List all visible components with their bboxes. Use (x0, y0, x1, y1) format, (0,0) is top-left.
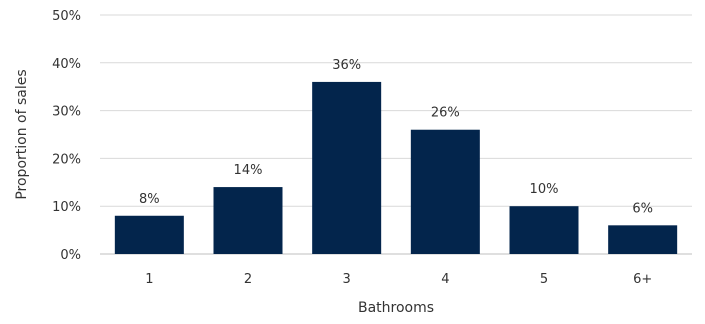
data-labels: 8% 14% 36% 26% 10% 6% (139, 58, 653, 216)
y-tick-label: 0% (60, 248, 81, 263)
bar-1 (114, 215, 184, 254)
x-tick-label: 3 (343, 272, 351, 287)
x-tick-label: 4 (441, 272, 449, 287)
bar-5 (509, 206, 579, 254)
bar-2 (213, 187, 283, 254)
x-tick-label: 2 (244, 272, 252, 287)
y-tick-label: 20% (52, 152, 81, 167)
y-axis-ticks: 0% 10% 20% 30% 40% 50% (52, 9, 81, 263)
data-label: 8% (139, 192, 160, 207)
data-label: 10% (530, 182, 559, 197)
y-tick-label: 10% (52, 200, 81, 215)
x-axis-title: Bathrooms (358, 300, 434, 316)
bar-3 (312, 81, 382, 254)
y-tick-label: 40% (52, 57, 81, 72)
x-tick-label: 6+ (633, 272, 652, 287)
x-tick-label: 1 (145, 272, 153, 287)
y-tick-label: 30% (52, 105, 81, 120)
gridlines (100, 14, 692, 255)
bars (114, 81, 678, 254)
data-label: 36% (332, 58, 361, 73)
y-axis-title: Proportion of sales (14, 69, 30, 199)
data-label: 6% (632, 201, 653, 216)
y-tick-label: 50% (52, 9, 81, 24)
bar-6+ (608, 225, 678, 254)
x-axis-ticks: 1 2 3 4 5 6+ (145, 272, 652, 287)
data-label: 26% (431, 106, 460, 121)
x-tick-label: 5 (540, 272, 548, 287)
bar-4 (410, 129, 480, 254)
data-label: 14% (234, 163, 263, 178)
